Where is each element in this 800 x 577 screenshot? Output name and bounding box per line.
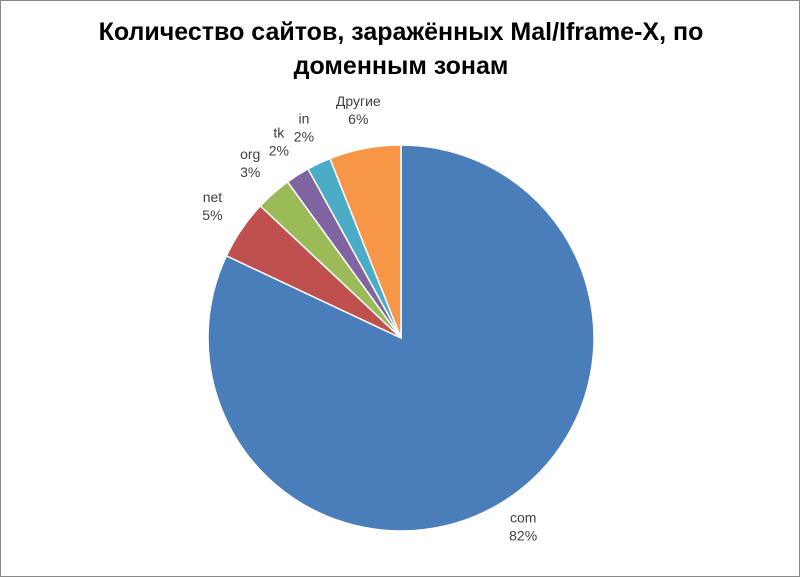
slice-category-label: in bbox=[298, 111, 309, 127]
slice-category-label: com bbox=[510, 510, 536, 526]
chart-title: Количество сайтов, заражённых Mal/Iframe… bbox=[98, 18, 704, 80]
slice-category-label: Другие bbox=[336, 93, 381, 109]
pie-slice bbox=[328, 144, 402, 339]
slice-value-label: 6% bbox=[348, 111, 368, 127]
slice-category-label: net bbox=[203, 189, 223, 205]
slice-value-label: 82% bbox=[509, 528, 537, 544]
slice-value-label: 2% bbox=[269, 142, 289, 158]
slice-category-label: org bbox=[240, 146, 260, 162]
slice-value-label: 5% bbox=[202, 207, 222, 223]
slice-value-label: 2% bbox=[294, 129, 314, 145]
slice-value-label: 3% bbox=[240, 164, 260, 180]
slice-category-label: tk bbox=[273, 124, 285, 140]
